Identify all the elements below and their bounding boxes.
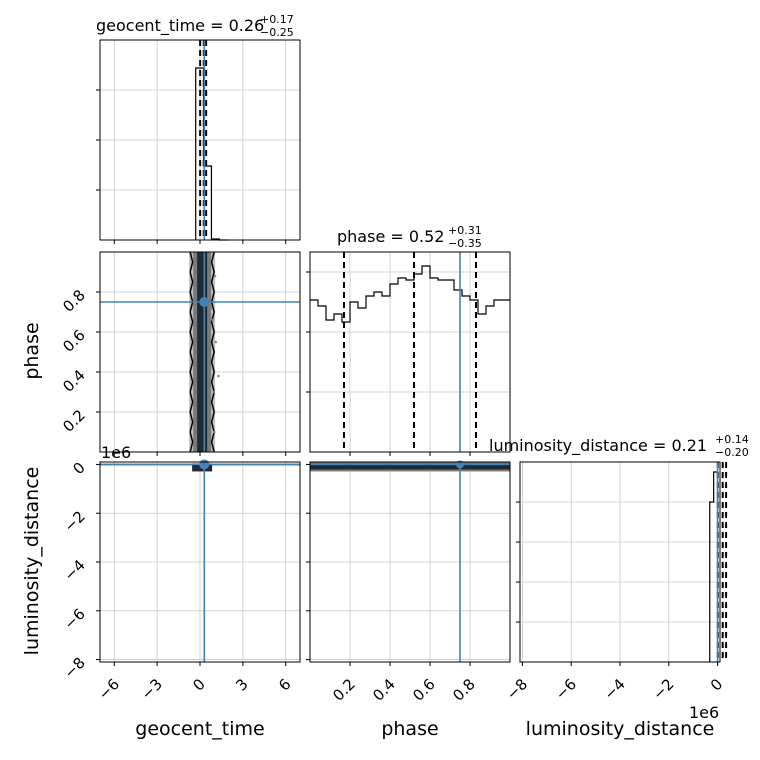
xtick-label-geocent-time-0: −6 [95,675,123,703]
ylabel-phase: phase [21,322,43,379]
xtick-label-geocent-time-1: −3 [138,675,166,703]
density-ph-ld-core [310,464,510,470]
title-geocent-time: geocent_time = 0.26 +0.17 −0.25 [96,13,294,39]
scatter-gt-phase-point-2 [217,374,220,378]
xtick-label-phase-3: 0.8 [449,675,479,705]
ylabel-luminosity-distance: luminosity_distance [21,467,43,656]
xlabel-geocent-time: geocent_time [135,718,264,740]
scatter-gt-ld-truth-marker [199,459,210,470]
contour-gt-phase-left [189,251,194,453]
svg-text:geocent_time = 0.26: geocent_time = 0.26 [96,16,264,36]
svg-text:phase = 0.52: phase = 0.52 [337,227,444,246]
xtick-label-geocent-time-2: 0 [189,675,208,694]
xtick-label-luminosity-distance-4: 0 [707,675,726,694]
xtick-label-geocent-time-4: 6 [275,675,294,694]
svg-text:−0.25: −0.25 [260,26,294,39]
xtick-label-geocent-time-3: 3 [232,675,251,694]
ytick-label-luminosity-distance-1: −6 [60,605,88,633]
svg-text:+0.14: +0.14 [715,433,749,446]
svg-text:+0.17: +0.17 [260,13,294,26]
xtick-label-phase-0: 0.2 [329,675,359,705]
plot-layer: 0.20.40.60.8−8−6−4−20−6 −3 0 3 6 0.2 0.4 0.6 0.8… [59,39,728,705]
svg-text:−0.35: −0.35 [448,237,482,250]
xtick-label-luminosity-distance-0: −8 [503,675,531,703]
scatter-gt-phase-point-3 [212,390,215,394]
xtick-label-luminosity-distance-3: −2 [649,675,677,703]
contour-gt-phase-right [210,251,215,453]
hist-phase-step [310,265,510,323]
ytick-label-phase-3: 0.8 [59,286,89,316]
scatter-gt-phase-truth-marker [199,297,210,307]
svg-text:−0.20: −0.20 [715,446,749,459]
scatter-gt-phase-point-6 [210,306,213,310]
hist-phase-frame [309,251,511,453]
density-gt-phase-core [197,252,208,452]
ytick-label-luminosity-distance-0: −8 [60,654,88,682]
title-phase: phase = 0.52 +0.31 −0.35 [337,224,482,250]
xlabel-phase: phase [381,718,438,740]
ytick-label-phase-0: 0.2 [59,406,89,436]
scatter-gt-phase-point-0 [211,318,215,322]
ytick-label-luminosity-distance-4: 0 [69,459,88,478]
ytick-label-phase-2: 0.6 [59,326,89,356]
scatter-gt-phase-point-4 [212,430,216,434]
ytick-label-luminosity-distance-3: −2 [60,507,88,535]
xtick-label-luminosity-distance-1: −6 [552,675,580,703]
scatter-gt-phase-point-5 [213,274,217,278]
xtick-label-phase-2: 0.6 [409,675,439,705]
xlabel-luminosity-distance: luminosity_distance [526,718,715,740]
svg-text:+0.31: +0.31 [448,224,482,237]
ytick-label-luminosity-distance-2: −4 [60,556,88,584]
xtick-label-phase-1: 0.4 [369,675,399,705]
ytick-label-phase-1: 0.4 [59,366,89,396]
scatter-gt-phase-point-1 [214,340,218,344]
title-luminosity-distance: luminosity_distance = 0.21 +0.14 −0.20 [489,433,749,459]
offset-text-luminosity-x: 1e6 [689,703,719,722]
xtick-label-luminosity-distance-2: −4 [600,675,628,703]
svg-text:luminosity_distance = 0.21: luminosity_distance = 0.21 [489,436,707,456]
